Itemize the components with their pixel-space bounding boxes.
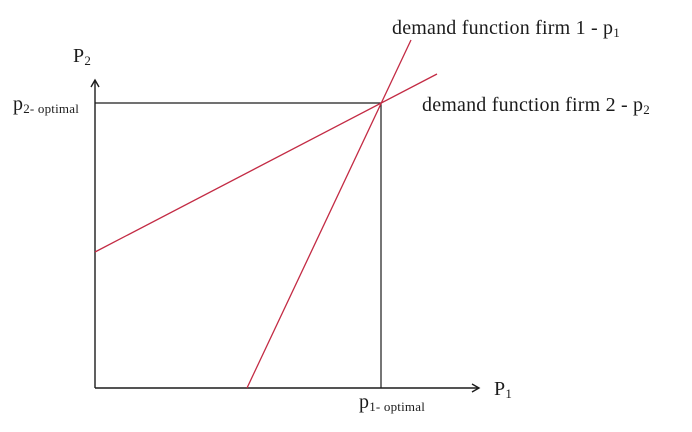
demand-line-firm2 <box>94 73 438 253</box>
demand-line-firm1 <box>246 39 412 389</box>
firm1-demand-label: demand function firm 1 - p1 <box>392 17 620 40</box>
p2-optimal-label: p2- optimal <box>13 93 79 116</box>
p1-optimal-label: p1- optimal <box>359 391 425 414</box>
x-axis-label: P1 <box>494 378 513 401</box>
firm2-demand-label: demand function firm 2 - p2 <box>422 94 650 117</box>
y-axis-label: P2 <box>73 45 92 68</box>
